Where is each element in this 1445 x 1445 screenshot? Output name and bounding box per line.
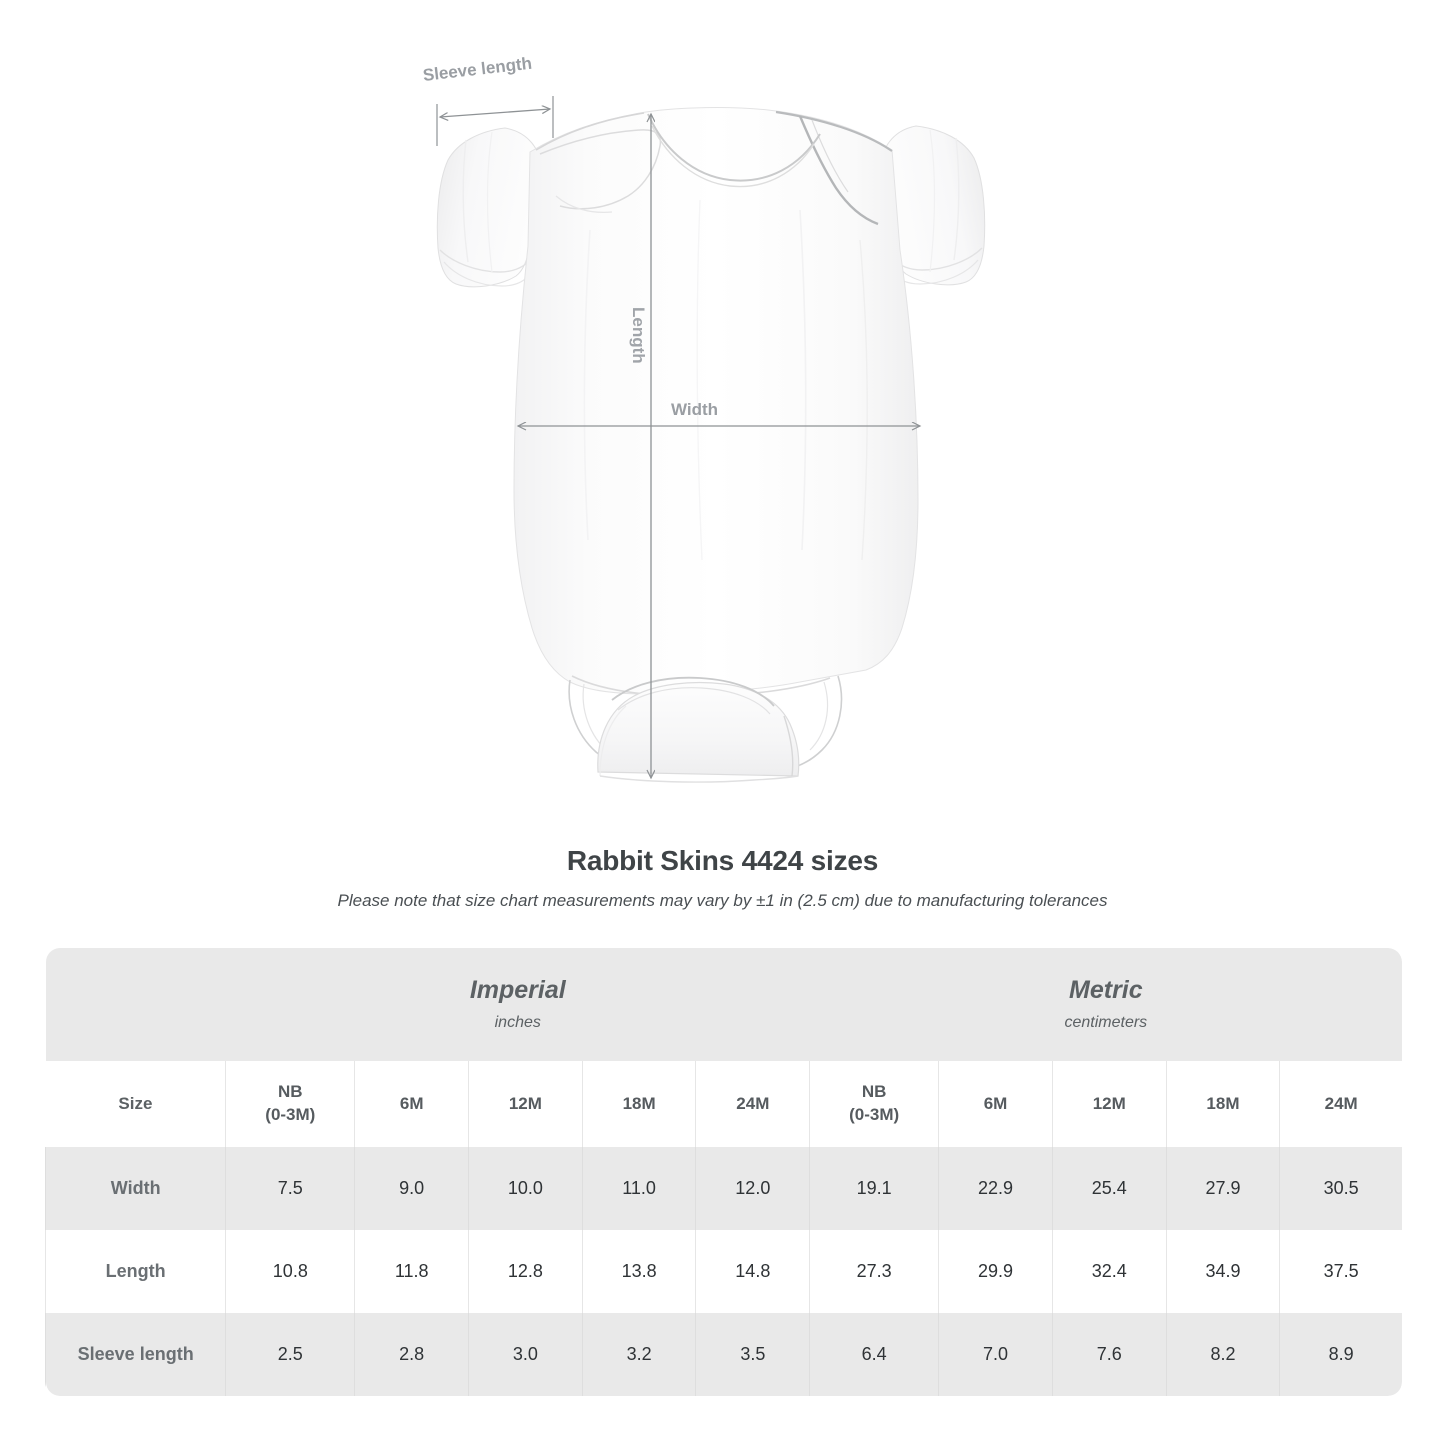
row-label-width: Width [45, 1147, 226, 1230]
neckline-outer [647, 113, 821, 182]
cell-length-24m-cm: 37.5 [1279, 1230, 1402, 1313]
left-shoulder-seam [535, 112, 645, 151]
cell-sleeve-12m-in: 3.0 [468, 1313, 583, 1396]
unit-group-metric: Metric centimeters [809, 948, 1402, 1061]
cell-sleeve-nb-in: 2.5 [225, 1313, 355, 1396]
cell-sleeve-6m-cm: 7.0 [938, 1313, 1053, 1396]
left-sleeve-hem-inner [443, 261, 531, 287]
title-block: Rabbit Skins 4424 sizes Please note that… [0, 845, 1445, 911]
size-column-6m-imperial: 6M [354, 1061, 469, 1147]
cell-width-24m-in: 12.0 [695, 1147, 810, 1230]
cell-width-6m-cm: 22.9 [938, 1147, 1053, 1230]
unit-group-imperial-sub: inches [494, 1014, 541, 1032]
size-col-line1: NB [861, 1082, 887, 1102]
cell-sleeve-18m-in: 3.2 [581, 1313, 696, 1396]
cell-sleeve-nb-cm: 6.4 [809, 1313, 939, 1396]
size-header-row: Size NB (0-3M) 6M 12M 18M 24M NB (0-3M) … [45, 1061, 1402, 1147]
size-header-label: Size [45, 1061, 226, 1147]
size-col-line2: (0-3M) [849, 1105, 900, 1124]
cell-length-12m-cm: 32.4 [1051, 1230, 1167, 1313]
garment-diagram: Sleeve length Length Width [422, 54, 986, 783]
size-column-12m-imperial: 12M [468, 1061, 583, 1147]
unit-group-metric-name: Metric [1069, 975, 1143, 1004]
cell-width-nb-in: 7.5 [225, 1147, 355, 1230]
snap-flap-edge [611, 676, 775, 707]
size-column-6m-metric: 6M [938, 1061, 1053, 1147]
size-col-line2: (0-3M) [265, 1105, 316, 1124]
unit-header-spacer [45, 948, 226, 1061]
cell-length-6m-in: 11.8 [354, 1230, 469, 1313]
size-column-24m-metric: 24M [1279, 1061, 1402, 1147]
unit-group-metric-sub: centimeters [1064, 1014, 1148, 1032]
size-table: Imperial inches Metric centimeters Size … [45, 948, 1402, 1396]
left-sleeve [436, 127, 541, 288]
size-table-container: Imperial inches Metric centimeters Size … [45, 948, 1402, 1396]
cell-width-6m-in: 9.0 [354, 1147, 469, 1230]
cell-sleeve-18m-cm: 8.2 [1165, 1313, 1280, 1396]
bodysuit-illustration [436, 96, 986, 783]
cell-width-12m-in: 10.0 [468, 1147, 583, 1230]
right-lap-shoulder [798, 115, 879, 226]
cell-sleeve-6m-in: 2.8 [354, 1313, 469, 1396]
size-column-18m-imperial: 18M [581, 1061, 696, 1147]
cell-sleeve-24m-in: 3.5 [695, 1313, 810, 1396]
snap-flap-stitch [617, 687, 771, 715]
cell-length-nb-cm: 27.3 [809, 1230, 939, 1313]
cell-width-nb-cm: 19.1 [809, 1147, 939, 1230]
cell-length-18m-in: 13.8 [581, 1230, 696, 1313]
size-column-18m-metric: 18M [1165, 1061, 1280, 1147]
row-label-sleeve-length: Sleeve length [45, 1313, 226, 1396]
size-column-12m-metric: 12M [1051, 1061, 1167, 1147]
cell-width-12m-cm: 25.4 [1051, 1147, 1167, 1230]
cell-width-24m-cm: 30.5 [1279, 1147, 1402, 1230]
cell-sleeve-12m-cm: 7.6 [1051, 1313, 1167, 1396]
right-shoulder-seam [775, 110, 893, 152]
crotch-gusset [597, 681, 800, 777]
cell-length-12m-in: 12.8 [468, 1230, 583, 1313]
size-column-nb-metric: NB (0-3M) [809, 1061, 939, 1147]
table-row: Width 7.5 9.0 10.0 11.0 12.0 19.1 22.9 2… [45, 1147, 1402, 1230]
unit-group-imperial-name: Imperial [469, 975, 566, 1004]
size-column-nb-imperial: NB (0-3M) [225, 1061, 355, 1147]
cell-length-nb-in: 10.8 [225, 1230, 355, 1313]
cell-length-6m-cm: 29.9 [938, 1230, 1053, 1313]
tolerance-note: Please note that size chart measurements… [337, 891, 1108, 910]
gusset-hem [599, 775, 799, 783]
cell-sleeve-24m-cm: 8.9 [1279, 1313, 1402, 1396]
left-sleeve-hem [439, 249, 529, 273]
cell-length-18m-cm: 34.9 [1165, 1230, 1280, 1313]
unit-header-row: Imperial inches Metric centimeters [45, 948, 1402, 1061]
size-col-line1: NB [278, 1082, 303, 1102]
bodysuit-body [513, 107, 919, 695]
cell-width-18m-cm: 27.9 [1165, 1147, 1280, 1230]
neckline-inner [651, 125, 815, 188]
sleeve-length-arrow [440, 109, 550, 117]
unit-group-imperial: Imperial inches [225, 948, 810, 1061]
cell-width-18m-in: 11.0 [581, 1147, 696, 1230]
size-column-24m-imperial: 24M [695, 1061, 810, 1147]
table-row: Length 10.8 11.8 12.8 13.8 14.8 27.3 29.… [45, 1230, 1402, 1313]
page-title: Rabbit Skins 4424 sizes [566, 845, 879, 876]
table-row: Sleeve length 2.5 2.8 3.0 3.2 3.5 6.4 7.… [45, 1313, 1402, 1396]
left-lap-shoulder [539, 129, 662, 210]
cell-length-24m-in: 14.8 [695, 1230, 810, 1313]
row-label-length: Length [45, 1230, 226, 1313]
